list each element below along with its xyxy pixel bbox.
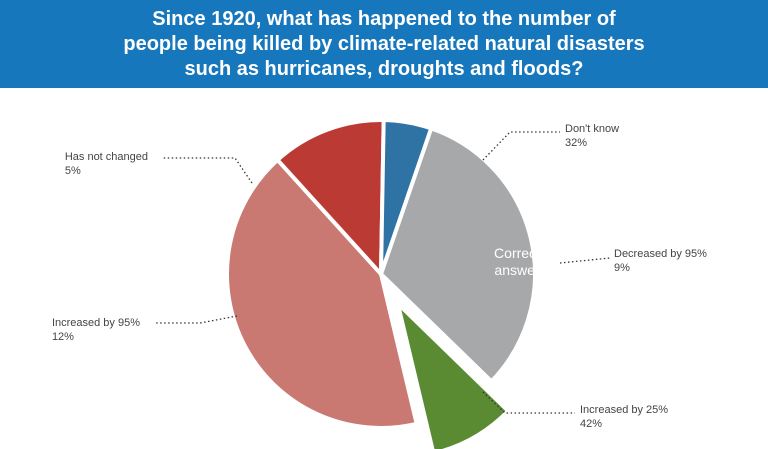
slice-label-increased-by-25: Increased by 25% — [580, 404, 668, 416]
pie-slice-decreased-by-95 — [395, 301, 511, 449]
pie-slice-has-not-changed — [379, 118, 434, 276]
slice-value-don-t-know: 32% — [565, 137, 587, 149]
slice-value-increased-by-25: 42% — [580, 418, 602, 430]
leader-line — [155, 315, 238, 324]
leader-line — [559, 257, 611, 264]
slice-labels: Don't know 32% Correct answer Decreased by 9… — [52, 123, 707, 430]
question-title-line-1: Since 1920, what has happened to the num… — [152, 7, 616, 30]
label-leader-lines — [155, 131, 611, 414]
correct-answer-callout: Correct answer — [494, 245, 540, 278]
pie-slice-increased-by-95 — [275, 118, 386, 276]
question-title-line-3: such as hurricanes, droughts and floods? — [184, 57, 584, 80]
slice-value-decreased-by-95: 9% — [614, 262, 630, 274]
pie-slice-don-t-know — [379, 126, 537, 384]
slice-label-increased-by-95: Increased by 95% — [52, 317, 140, 329]
slice-label-don-t-know: Don't know — [565, 123, 619, 135]
slice-value-has-not-changed: 5% — [65, 165, 81, 177]
leader-line — [482, 391, 575, 414]
question-title-line-2: people being killed by climate-related n… — [123, 32, 645, 55]
leader-line — [482, 131, 560, 161]
slice-label-decreased-by-95: Decreased by 95% — [614, 248, 707, 260]
leader-line — [162, 157, 253, 184]
slice-label-has-not-changed: Has not changed — [65, 151, 148, 163]
pie-slice-increased-by-25 — [225, 157, 419, 430]
slice-value-increased-by-95: 12% — [52, 331, 74, 343]
pie-slices — [225, 118, 537, 449]
question-header: Since 1920, what has happened to the num… — [0, 0, 768, 88]
